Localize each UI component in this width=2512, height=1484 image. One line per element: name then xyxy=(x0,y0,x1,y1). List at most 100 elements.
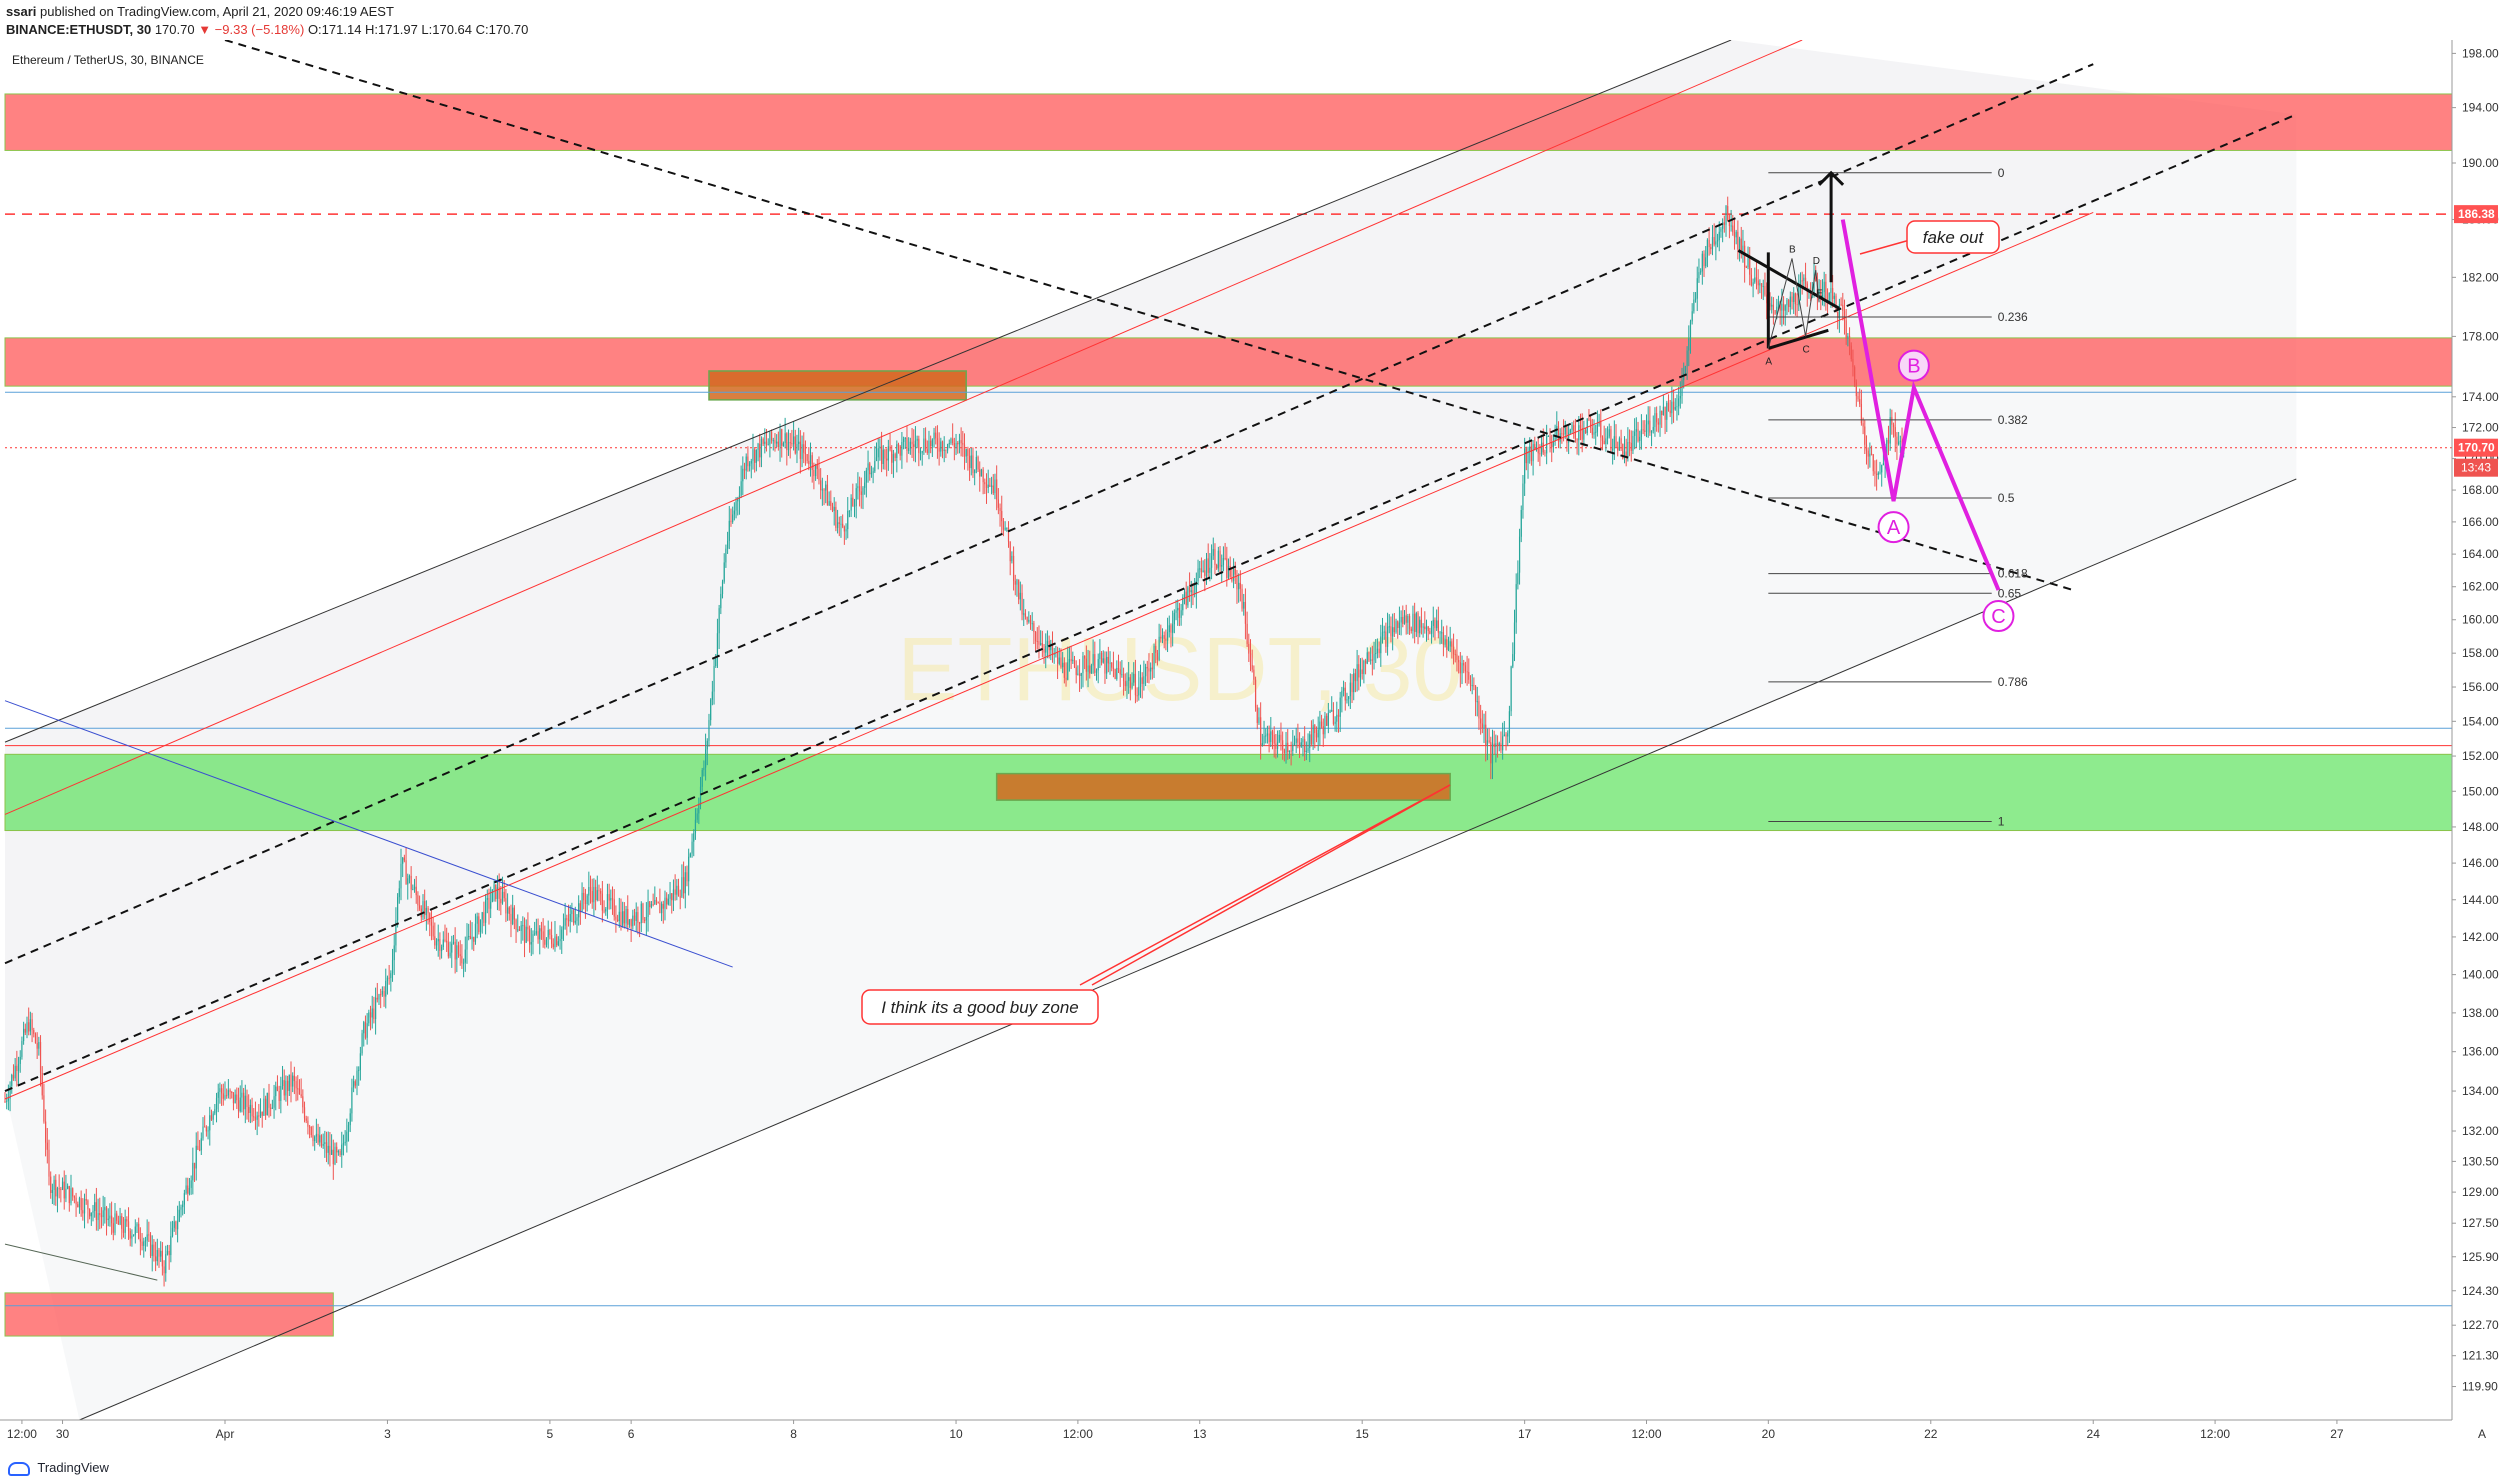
candle-body xyxy=(1430,625,1433,634)
candle-body xyxy=(1001,510,1003,522)
candle-body xyxy=(90,1212,92,1217)
candle-body xyxy=(1762,286,1764,288)
candle-body xyxy=(1825,281,1827,302)
candle-body xyxy=(1540,442,1543,455)
candle-body xyxy=(704,749,707,768)
candle-body xyxy=(1625,451,1627,458)
candle-body xyxy=(642,903,644,920)
candle-body xyxy=(1596,424,1599,432)
candle-body xyxy=(1310,734,1313,744)
candle-body xyxy=(1324,715,1326,735)
candle-body xyxy=(992,485,994,494)
candle-body xyxy=(1442,632,1445,645)
tradingview-logo[interactable]: TradingView xyxy=(8,1460,109,1476)
candle-body xyxy=(320,1135,323,1146)
candle-body xyxy=(1090,665,1093,674)
candle-body xyxy=(627,908,629,925)
candle-body xyxy=(814,464,817,477)
candle-body xyxy=(97,1213,99,1221)
publish-info: ssari published on TradingView.com, Apri… xyxy=(6,4,394,19)
candle-body xyxy=(1898,441,1900,445)
candle-body xyxy=(1344,687,1346,701)
candle-body xyxy=(55,1179,57,1197)
candle-body xyxy=(160,1250,162,1257)
candle-body xyxy=(1139,677,1142,687)
candle-body xyxy=(923,438,925,451)
candle-body xyxy=(353,1081,355,1088)
candle-body xyxy=(979,469,981,477)
buy-zone-box[interactable] xyxy=(861,989,1099,1025)
candle-body xyxy=(688,856,690,882)
candle-body xyxy=(571,910,573,915)
candle-body xyxy=(270,1107,272,1109)
candle-body xyxy=(1172,624,1174,633)
channel-mid-dashed xyxy=(4,63,2094,965)
candle-body xyxy=(989,484,991,487)
candle-body xyxy=(735,501,737,511)
candle-body xyxy=(122,1228,125,1233)
fib-label-0.786: 0.786 xyxy=(1998,675,2028,689)
candle-body xyxy=(1117,667,1120,670)
candle-body xyxy=(334,1146,336,1165)
candle-body xyxy=(469,936,471,940)
axis-mode-button[interactable]: A xyxy=(2478,1427,2486,1441)
price-tick-label: 198.00 xyxy=(2462,46,2499,60)
candle-body xyxy=(183,1193,185,1205)
candle-body xyxy=(1427,626,1429,631)
candle-body xyxy=(56,1188,59,1197)
candle-body xyxy=(994,479,996,494)
candle-body xyxy=(816,464,818,469)
candle-body xyxy=(676,885,678,895)
candle-body xyxy=(1889,417,1891,444)
candle-body xyxy=(1263,735,1265,744)
price-tick-label: 174.00 xyxy=(2462,390,2499,404)
candle-body xyxy=(1595,431,1597,433)
candle-body xyxy=(454,941,456,960)
candle-body xyxy=(1112,667,1115,669)
price-axis-labels[interactable]: 198.00194.00190.00186.00182.00178.00174.… xyxy=(2452,46,2499,1394)
candle-body xyxy=(1402,617,1404,624)
chart-title: Ethereum / TetherUS, 30, BINANCE xyxy=(12,53,204,67)
candle-body xyxy=(1106,656,1108,674)
candle-body xyxy=(650,904,653,908)
candle-body xyxy=(1151,667,1153,670)
fake-out-box[interactable] xyxy=(1906,220,2000,254)
candle-body xyxy=(298,1088,301,1095)
price-tick-label: 164.00 xyxy=(2462,547,2499,561)
candle-body xyxy=(508,907,510,914)
candle-body xyxy=(977,456,979,470)
candle-body xyxy=(1165,638,1167,641)
candle-body xyxy=(1322,726,1324,735)
symbol-info: BINANCE:ETHUSDT, 30 170.70 ▼ −9.33 (−5.1… xyxy=(6,22,528,37)
price-tick-label: 148.00 xyxy=(2462,820,2499,834)
candle-body xyxy=(390,973,392,979)
author-name[interactable]: ssari xyxy=(6,4,37,19)
candle-body xyxy=(1576,439,1578,441)
candle-body xyxy=(1740,238,1742,255)
candle-body xyxy=(682,877,685,894)
price-tick-label: 178.00 xyxy=(2462,329,2499,343)
candle-body xyxy=(748,463,751,467)
candle-body xyxy=(479,919,482,933)
candle-body xyxy=(638,922,641,924)
candle-body xyxy=(610,898,612,901)
candle-body xyxy=(764,441,766,444)
candle-body xyxy=(1793,293,1795,302)
candle-body xyxy=(131,1235,133,1239)
candle-body xyxy=(1652,426,1654,431)
candle-body xyxy=(1207,558,1209,573)
candle-body xyxy=(1319,721,1321,730)
candle-body xyxy=(1192,590,1194,594)
candle-body xyxy=(1681,380,1683,396)
candle-body xyxy=(647,901,649,917)
time-axis-labels[interactable]: 12:00 30 Apr 3 5 6 8 10 12:00 13 15 17 12:00 20 22 24 12… xyxy=(7,1420,2344,1441)
candle-body xyxy=(1718,231,1720,241)
candle-body xyxy=(666,897,668,905)
price-chart[interactable]: ETHUSDT, 30 0 0.236 0.382 0.5 0.618 0.65 0.786… xyxy=(0,40,2512,1450)
candle-body xyxy=(784,433,786,444)
candle-body xyxy=(447,942,449,957)
candle-body xyxy=(1539,453,1541,455)
candle-body xyxy=(1706,239,1709,258)
candle-body xyxy=(26,1022,28,1033)
candle-body xyxy=(561,929,563,939)
